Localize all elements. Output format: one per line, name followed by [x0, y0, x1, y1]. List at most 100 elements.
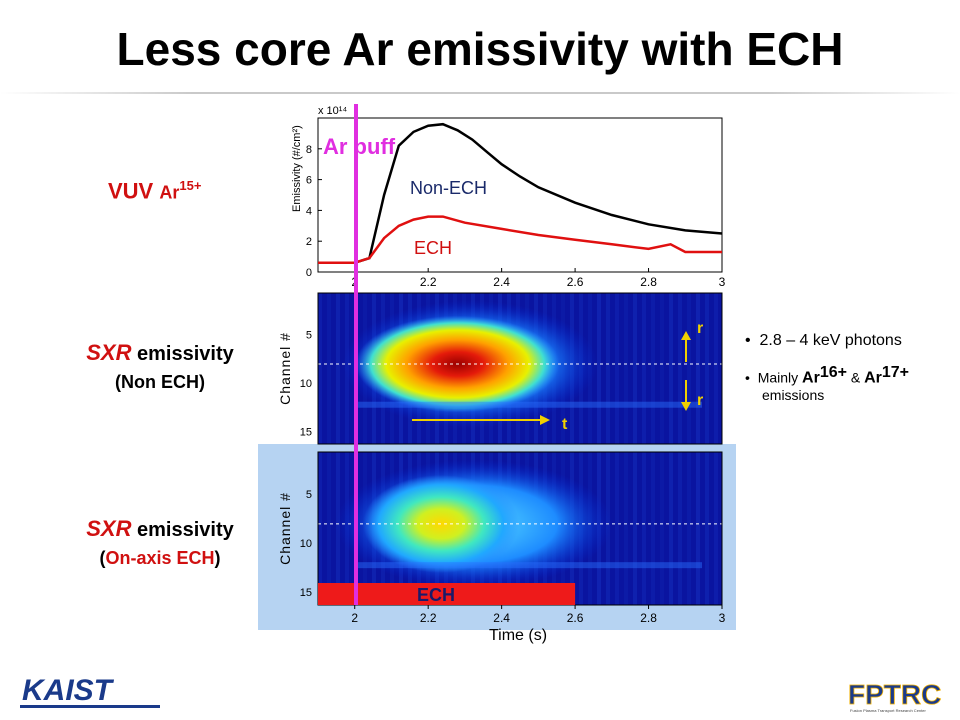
- t-arrow: t: [412, 415, 568, 433]
- sxr2-paren-open: (: [99, 548, 106, 568]
- ech-on-bar: [318, 583, 576, 605]
- heatmap-streak: [669, 293, 673, 444]
- vuv-ytick-label: 2: [306, 236, 312, 248]
- bullet-emissions: • Mainly Ar16+ & Ar17+ emissions: [745, 364, 910, 403]
- heatmap-ytick-label: 15: [300, 587, 312, 599]
- heatmap-streak: [696, 452, 700, 605]
- ech-series-line: [318, 215, 722, 265]
- bullet-photons-text: 2.8 – 4 keV photons: [759, 332, 902, 349]
- heatmap-streak: [696, 293, 700, 444]
- heatmap-streak: [642, 452, 646, 605]
- vuv-xtick-label: 2.6: [567, 275, 584, 289]
- heatmap-streak: [678, 452, 682, 605]
- heatmap-streak: [327, 293, 331, 444]
- heatmap-streak: [606, 293, 610, 444]
- heatmap-streak: [705, 293, 709, 444]
- sxr-ech-heatmap: 5 10 15 Channel #: [277, 451, 723, 606]
- heatmap-ytick-label: 5: [306, 489, 312, 501]
- heatmap-streak: [327, 452, 331, 605]
- heatmap-streak: [642, 293, 646, 444]
- time-xtick-label: 2.2: [420, 611, 437, 625]
- heatmap-streak: [651, 452, 655, 605]
- vuv-ytick-label: 0: [306, 267, 312, 279]
- ar17-charge: 17+: [881, 364, 910, 381]
- heatmap-ytick-label: 10: [300, 378, 312, 390]
- non-ech-series-line: [318, 122, 723, 265]
- heatmap-streak: [633, 293, 637, 444]
- sxr2-abbr: SXR: [86, 516, 132, 541]
- heatmap-ytick-label: 15: [300, 426, 312, 438]
- kaist-logo-text: KAIST: [22, 674, 115, 707]
- heatmap-streak: [624, 452, 628, 605]
- heatmap-streak: [714, 293, 718, 444]
- heatmap-ytick-label: 10: [300, 538, 312, 550]
- sxr-non-ech-heatmap: 5 10 15 Channel #: [277, 292, 723, 445]
- r-label-bottom: r: [697, 392, 703, 409]
- heatmap-streak: [615, 293, 619, 444]
- ar-puff-label: Ar puff: [323, 134, 396, 159]
- vuv-xtick-label: 2.8: [640, 275, 657, 289]
- vuv-multiplier: x 10¹⁴: [318, 105, 347, 117]
- heatmap-hotspot: [362, 474, 520, 573]
- heatmap-streak: [705, 452, 709, 605]
- heatmap-streak: [318, 452, 322, 605]
- sxr1-abbr: SXR: [86, 340, 132, 365]
- fptrc-logo: FPTRC Fusion Plasma Transport Research C…: [848, 679, 942, 713]
- heatmap-streak: [678, 293, 682, 444]
- heatmap-streak: [660, 293, 664, 444]
- t-label: t: [562, 416, 568, 433]
- heatmap-streak: [624, 293, 628, 444]
- heatmap-frame: [317, 292, 723, 445]
- heatmap-streak: [633, 452, 637, 605]
- heatmap-ytick-label: 5: [306, 330, 312, 342]
- bullet-emissions-post: emissions: [762, 386, 825, 403]
- legend-non-ech: Non-ECH: [410, 178, 487, 198]
- heatmap-band: [358, 401, 702, 408]
- heatmap-streak: [597, 293, 601, 444]
- sxr1-text: emissivity: [131, 343, 234, 365]
- ar16-charge: 16+: [819, 364, 847, 381]
- vuv-xtick-label: 2.2: [420, 275, 437, 289]
- sxr-ech-label: SXR emissivity (On-axis ECH): [60, 516, 260, 569]
- fptrc-logo-text: FPTRC: [848, 679, 941, 710]
- heatmap-band: [358, 562, 702, 569]
- vuv-label: VUV Ar15+: [108, 178, 201, 204]
- heatmap-streak: [687, 293, 691, 444]
- sxr2-paren-close: ): [214, 548, 221, 568]
- slide-title: Less core Ar emissivity with ECH: [116, 23, 844, 75]
- heatmap-streak: [714, 452, 718, 605]
- ar17-text: Ar: [864, 369, 882, 387]
- r-label-top: r: [697, 320, 703, 337]
- vuv-species: Ar: [159, 182, 180, 203]
- vuv-text: VUV: [108, 178, 154, 204]
- vuv-xtick-label: 2.4: [493, 275, 510, 289]
- heatmap-streak: [651, 293, 655, 444]
- ar16-text: Ar: [802, 369, 820, 387]
- heatmap-streak: [615, 452, 619, 605]
- ech-bar-label: ECH: [417, 585, 455, 605]
- time-axis-label: Time (s): [489, 627, 547, 644]
- bullet-emissions-pre: Mainly: [757, 369, 803, 386]
- heatmap-streak: [318, 293, 322, 444]
- r-arrows: r r: [681, 320, 703, 411]
- time-xtick-label: 2.4: [493, 611, 510, 625]
- vuv-xtick-label: 3: [719, 275, 726, 289]
- time-xtick-label: 3: [719, 611, 726, 625]
- vuv-ytick-label: 8: [306, 144, 312, 156]
- fptrc-logo-sub: Fusion Plasma Transport Research Center: [850, 708, 926, 713]
- heatmap-streak: [336, 293, 340, 444]
- bullet-photons: • 2.8 – 4 keV photons: [745, 332, 902, 349]
- vuv-ytick-label: 6: [306, 175, 312, 187]
- vuv-charge: 15+: [179, 178, 202, 193]
- bullet-list: • 2.8 – 4 keV photons • Mainly Ar16+ & A…: [745, 332, 960, 404]
- heatmap-streak: [660, 452, 664, 605]
- heatmap-ylabel: Channel #: [277, 492, 293, 565]
- time-xtick-label: 2.8: [640, 611, 657, 625]
- time-xtick-label: 2.6: [567, 611, 584, 625]
- kaist-logo: KAIST: [20, 674, 160, 708]
- title-divider: [0, 92, 960, 94]
- heatmap-streak: [669, 452, 673, 605]
- time-xtick-label: 2: [351, 611, 358, 625]
- vuv-ylabel: Emissivity (#/cm²): [291, 125, 303, 212]
